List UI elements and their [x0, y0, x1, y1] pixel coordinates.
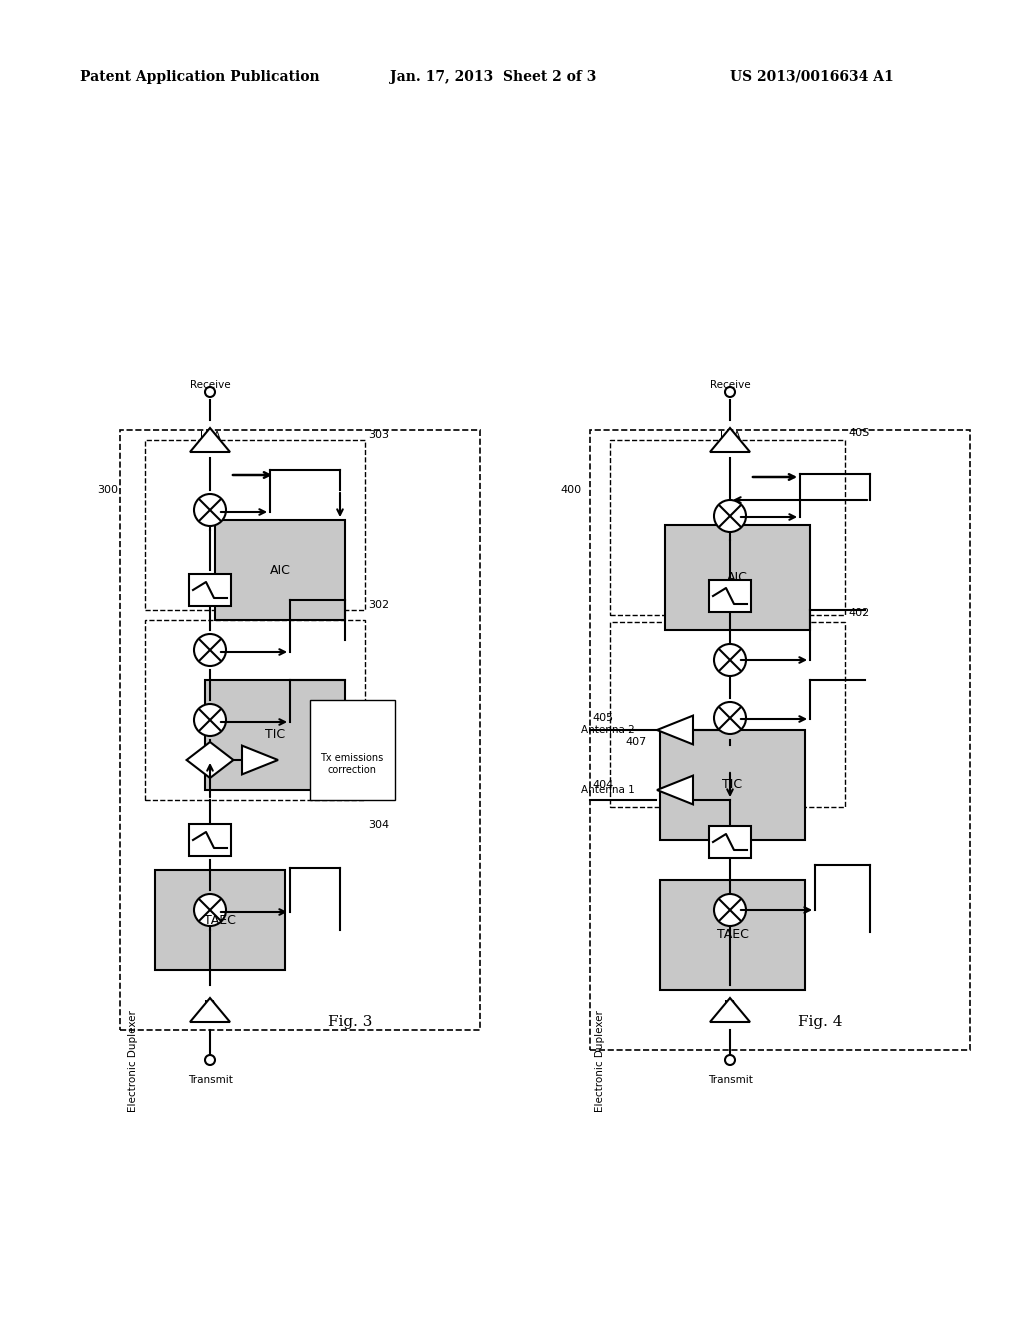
Text: 303: 303: [368, 430, 389, 440]
Text: Tx emissions
correction: Tx emissions correction: [321, 752, 384, 775]
Text: 305: 305: [234, 593, 256, 603]
Bar: [189, 824, 231, 855]
Text: LNA: LNA: [200, 432, 220, 441]
Circle shape: [714, 500, 746, 532]
Circle shape: [194, 634, 226, 667]
Text: Patent Application Publication: Patent Application Publication: [80, 70, 319, 84]
Circle shape: [194, 894, 226, 927]
Polygon shape: [190, 428, 230, 451]
Text: TIC: TIC: [265, 729, 285, 742]
Text: Antenna 1: Antenna 1: [582, 785, 635, 795]
Polygon shape: [657, 776, 693, 804]
Bar: [590, 430, 970, 1049]
Text: TAEC: TAEC: [204, 913, 236, 927]
Bar: [709, 826, 751, 858]
FancyBboxPatch shape: [665, 525, 810, 630]
Text: AIC: AIC: [727, 572, 748, 583]
Text: US 2013/0016634 A1: US 2013/0016634 A1: [730, 70, 894, 84]
Bar: [145, 620, 365, 800]
Bar: [189, 574, 231, 606]
Circle shape: [714, 894, 746, 927]
Text: Electronic Duplexer: Electronic Duplexer: [128, 1010, 138, 1111]
Circle shape: [205, 387, 215, 397]
Text: PA: PA: [204, 1001, 216, 1010]
FancyBboxPatch shape: [215, 520, 345, 620]
FancyBboxPatch shape: [155, 870, 285, 970]
Text: PA: PA: [724, 1001, 736, 1010]
Text: 400: 400: [561, 484, 582, 495]
Text: Receive: Receive: [189, 380, 230, 389]
Text: 40S: 40S: [755, 590, 776, 601]
Text: 405: 405: [592, 713, 613, 723]
Circle shape: [714, 702, 746, 734]
FancyBboxPatch shape: [205, 680, 345, 789]
Circle shape: [725, 1055, 735, 1065]
Text: LNA: LNA: [720, 432, 740, 441]
Text: Transmit: Transmit: [187, 1074, 232, 1085]
Text: Transmit: Transmit: [708, 1074, 753, 1085]
Text: Jan. 17, 2013  Sheet 2 of 3: Jan. 17, 2013 Sheet 2 of 3: [390, 70, 596, 84]
Circle shape: [714, 644, 746, 676]
Bar: [709, 579, 751, 612]
Text: 402: 402: [848, 609, 869, 618]
Text: 40S: 40S: [848, 428, 869, 438]
Bar: [145, 440, 365, 610]
Circle shape: [194, 494, 226, 525]
Text: 302: 302: [368, 601, 389, 610]
Polygon shape: [710, 428, 750, 451]
Text: Fig. 3: Fig. 3: [328, 1015, 372, 1030]
Text: 300: 300: [97, 484, 118, 495]
Polygon shape: [242, 746, 278, 775]
Text: 407: 407: [625, 737, 646, 747]
Polygon shape: [186, 742, 233, 777]
Circle shape: [194, 704, 226, 737]
Bar: [610, 622, 845, 807]
FancyBboxPatch shape: [660, 880, 805, 990]
Text: TAEC: TAEC: [717, 928, 749, 941]
Text: Fig. 4: Fig. 4: [798, 1015, 843, 1030]
Text: 406: 406: [735, 825, 756, 836]
Polygon shape: [710, 998, 750, 1022]
Text: 301: 301: [218, 935, 239, 945]
Text: Antenna: Antenna: [290, 752, 334, 763]
Circle shape: [205, 1055, 215, 1065]
Text: 401: 401: [738, 935, 759, 945]
Text: AIC: AIC: [269, 564, 291, 577]
Text: Electronic Duplexer: Electronic Duplexer: [595, 1010, 605, 1111]
FancyBboxPatch shape: [660, 730, 805, 840]
Text: 404: 404: [592, 780, 613, 789]
Text: Receive: Receive: [710, 380, 751, 389]
Text: TIC: TIC: [723, 779, 742, 792]
Polygon shape: [190, 998, 230, 1022]
FancyBboxPatch shape: [310, 700, 395, 800]
Text: Antenna 2: Antenna 2: [582, 725, 635, 735]
Circle shape: [725, 387, 735, 397]
Bar: [610, 440, 845, 615]
Text: 304: 304: [368, 820, 389, 830]
Polygon shape: [657, 715, 693, 744]
Bar: [120, 430, 480, 1030]
